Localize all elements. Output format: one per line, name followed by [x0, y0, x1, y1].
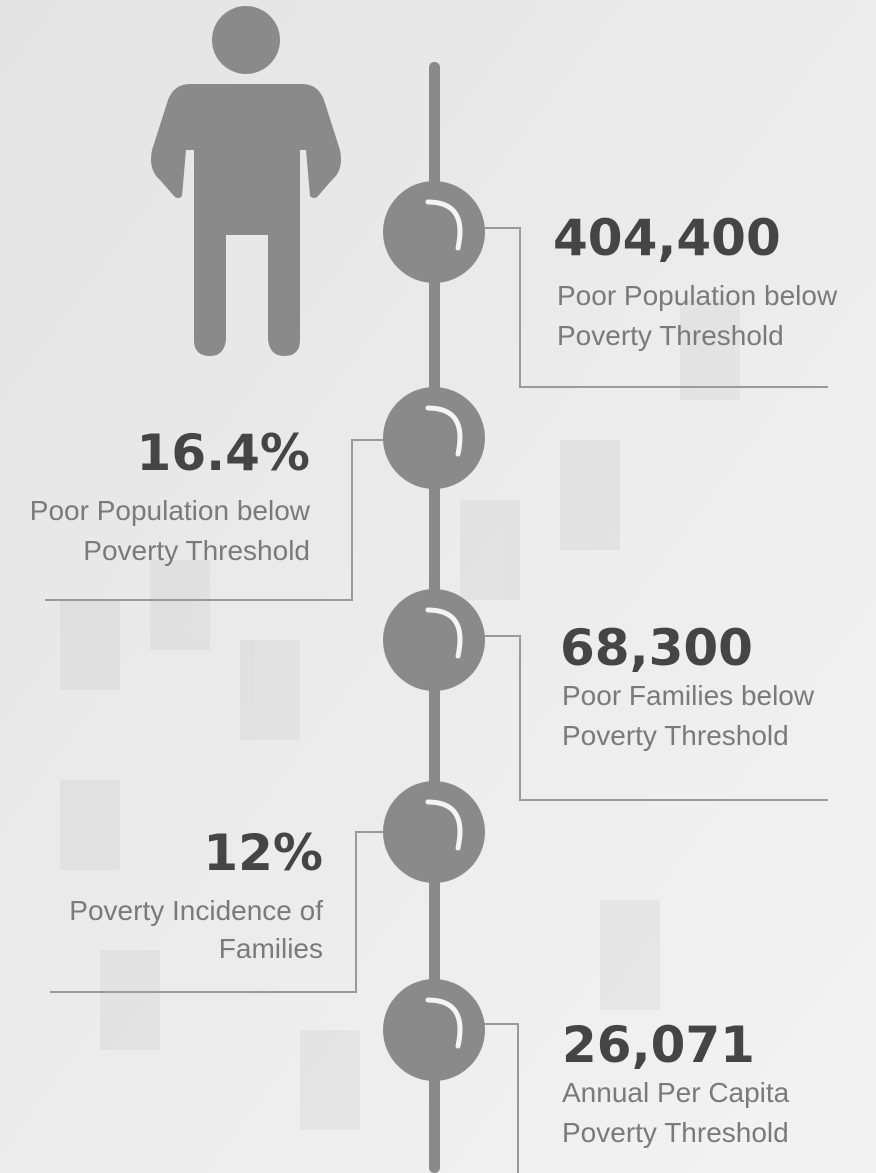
- stat-description: Poverty Threshold: [562, 720, 789, 751]
- connector: [484, 635, 828, 801]
- node-highlight: [425, 199, 463, 251]
- stat-value: 404,400: [553, 209, 781, 267]
- node-highlight: [425, 607, 463, 659]
- connector: [45, 439, 384, 601]
- node-circle: [383, 589, 485, 691]
- stat-value: 12%: [203, 824, 323, 882]
- stat-value: 68,300: [560, 619, 753, 677]
- connector: [484, 227, 828, 388]
- stat-description: Poor Families below: [562, 680, 815, 711]
- stat-description: Poor Population below: [557, 280, 838, 311]
- node-circle: [383, 979, 485, 1081]
- connector: [484, 1023, 519, 1173]
- stat-description: Poverty Threshold: [83, 535, 310, 566]
- person-icon: [151, 6, 341, 356]
- node-highlight: [425, 799, 463, 851]
- stat-description: Families: [219, 933, 323, 964]
- stat-value: 16.4%: [137, 424, 310, 482]
- stat-value: 26,071: [562, 1016, 755, 1074]
- stat-description: Poor Population below: [30, 495, 311, 526]
- stat-description: Poverty Incidence of: [69, 895, 323, 926]
- node-circle: [383, 387, 485, 489]
- node-circle: [383, 181, 485, 283]
- stat-description: Annual Per Capita: [562, 1077, 790, 1108]
- node-highlight: [425, 405, 463, 457]
- stat-description: Poverty Threshold: [557, 320, 784, 351]
- node-highlight: [425, 997, 463, 1049]
- node-circle: [383, 781, 485, 883]
- stat-description: Poverty Threshold: [562, 1117, 789, 1148]
- connector: [50, 831, 386, 993]
